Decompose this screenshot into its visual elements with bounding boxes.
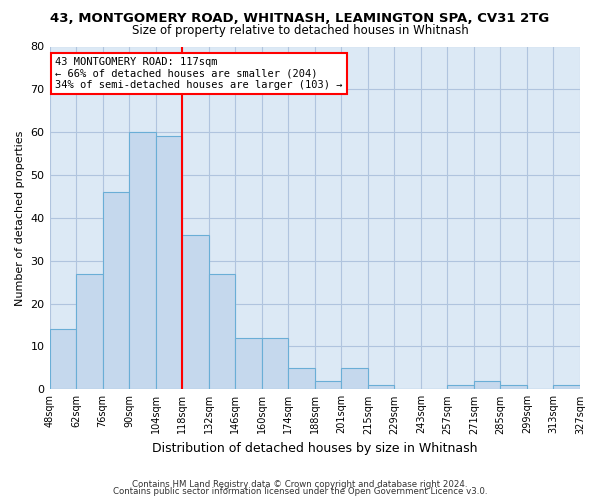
Bar bbox=[262, 338, 288, 390]
Text: Contains HM Land Registry data © Crown copyright and database right 2024.: Contains HM Land Registry data © Crown c… bbox=[132, 480, 468, 489]
Y-axis label: Number of detached properties: Number of detached properties bbox=[15, 130, 25, 306]
Bar bbox=[50, 330, 76, 390]
Bar bbox=[288, 368, 315, 390]
Bar bbox=[155, 136, 182, 390]
Bar bbox=[235, 338, 262, 390]
Bar bbox=[500, 385, 527, 390]
Bar bbox=[341, 368, 368, 390]
X-axis label: Distribution of detached houses by size in Whitnash: Distribution of detached houses by size … bbox=[152, 442, 478, 455]
Bar bbox=[209, 274, 235, 390]
Bar bbox=[76, 274, 103, 390]
Text: Size of property relative to detached houses in Whitnash: Size of property relative to detached ho… bbox=[131, 24, 469, 37]
Bar bbox=[448, 385, 474, 390]
Bar bbox=[553, 385, 580, 390]
Text: Contains public sector information licensed under the Open Government Licence v3: Contains public sector information licen… bbox=[113, 487, 487, 496]
Bar bbox=[182, 235, 209, 390]
Bar bbox=[129, 132, 155, 390]
Bar bbox=[474, 380, 500, 390]
Text: 43, MONTGOMERY ROAD, WHITNASH, LEAMINGTON SPA, CV31 2TG: 43, MONTGOMERY ROAD, WHITNASH, LEAMINGTO… bbox=[50, 12, 550, 26]
Text: 43 MONTGOMERY ROAD: 117sqm
← 66% of detached houses are smaller (204)
34% of sem: 43 MONTGOMERY ROAD: 117sqm ← 66% of deta… bbox=[55, 57, 343, 90]
Bar bbox=[368, 385, 394, 390]
Bar bbox=[315, 380, 341, 390]
Bar bbox=[103, 192, 129, 390]
